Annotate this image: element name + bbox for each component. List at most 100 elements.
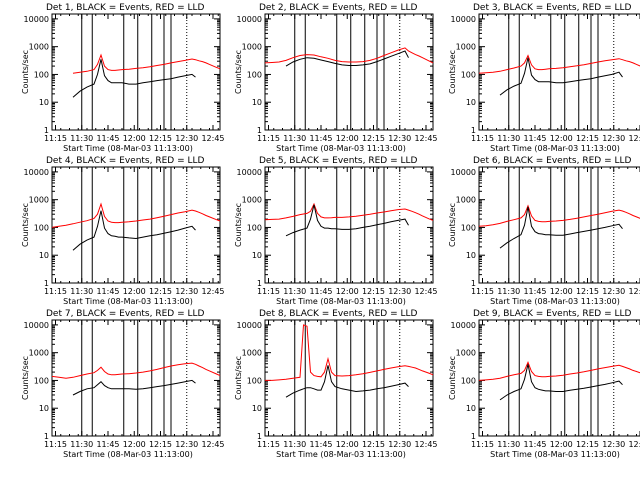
x-tick-label: 12:00 [123,440,146,449]
x-tick-label: 12:00 [550,287,573,296]
x-tick-label: 11:15 [44,287,67,296]
y-tick-label: 10 [466,404,476,413]
x-tick-label: 12:15 [576,134,599,143]
y-tick-label: 10000 [237,321,262,330]
series-events-line [285,50,409,67]
panel-det-2: Det 2, BLACK = Events, RED = LLD 1 10 100 10… [234,3,438,153]
panel-title: Det 1, BLACK = Events, RED = LLD [46,3,205,13]
x-tick-label: 12:00 [336,287,359,296]
x-tick-label: 11:15 [257,287,280,296]
x-tick-label: 12:45 [628,287,640,296]
x-tick-label: 11:30 [497,440,520,449]
x-tick-label: 11:30 [497,287,520,296]
series-events-line [499,57,623,96]
x-tick-label: 12:45 [201,440,224,449]
y-tick-label: 10000 [451,15,476,24]
y-tick-label: 100 [34,376,49,385]
x-tick-label: 12:00 [336,134,359,143]
x-tick-label: 11:30 [70,134,93,143]
series-lld-line [478,204,640,227]
panel-det-8: Det 8, BLACK = Events, RED = LLD 1 10 100 10… [234,309,438,459]
y-tick-label: 1000 [456,196,476,205]
x-tick-label: 11:45 [523,440,546,449]
series-events-line [499,364,623,401]
y-tick-label: 1000 [456,349,476,358]
panel-det-7: Det 7, BLACK = Events, RED = LLD 1 10 100 10… [21,309,225,459]
y-axis-label: Counts/sec [234,50,243,94]
x-tick-label: 11:30 [283,287,306,296]
x-tick-label: 11:30 [70,440,93,449]
series-lld-line [264,202,434,221]
x-tick-label: 12:30 [602,134,625,143]
x-tick-label: 12:30 [388,134,411,143]
x-tick-label: 12:45 [414,287,437,296]
y-tick-label: 10 [252,251,262,260]
x-tick-label: 12:15 [576,287,599,296]
x-tick-label: 12:45 [414,134,437,143]
y-tick-label: 1 [257,126,262,135]
y-tick-label: 1000 [29,196,49,205]
x-axis-label: Start Time (08-Mar-03 11:13:00) [63,450,193,459]
y-tick-label: 1 [44,432,49,441]
y-axis-label: Counts/sec [234,356,243,400]
panel-title: Det 5, BLACK = Events, RED = LLD [259,156,418,166]
y-tick-label: 1000 [29,349,49,358]
y-tick-label: 1 [44,126,49,135]
y-tick-label: 1 [257,279,262,288]
y-tick-label: 1 [471,126,476,135]
y-tick-label: 1 [44,279,49,288]
y-tick-label: 10000 [451,168,476,177]
x-tick-label: 11:15 [471,134,494,143]
x-tick-label: 12:30 [175,134,198,143]
y-axis-label: Counts/sec [234,203,243,247]
y-tick-label: 1 [257,432,262,441]
y-tick-label: 10 [39,251,49,260]
y-tick-label: 10 [466,251,476,260]
x-tick-label: 11:30 [497,134,520,143]
series-lld-line [478,54,640,74]
x-tick-label: 12:00 [550,440,573,449]
series-events-line [499,206,623,249]
x-axis-label: Start Time (08-Mar-03 11:13:00) [490,450,620,459]
y-tick-label: 1000 [242,349,262,358]
panel-title: Det 4, BLACK = Events, RED = LLD [46,156,205,166]
series-lld-line [51,362,221,379]
y-tick-label: 10 [39,404,49,413]
x-tick-label: 12:30 [175,440,198,449]
x-tick-label: 12:30 [602,440,625,449]
y-axis-label: Counts/sec [448,356,457,400]
series-events-line [285,365,409,398]
x-tick-label: 11:45 [309,134,332,143]
x-tick-label: 11:45 [96,440,119,449]
y-tick-label: 1000 [242,43,262,52]
series-lld-line [265,324,434,381]
panel-det-5: Det 5, BLACK = Events, RED = LLD 1 10 100 10… [234,156,438,306]
y-tick-label: 100 [247,376,262,385]
x-tick-label: 12:45 [201,287,224,296]
x-tick-label: 12:30 [388,440,411,449]
plot-frame [264,13,434,131]
x-tick-label: 11:30 [283,440,306,449]
x-tick-label: 12:00 [123,287,146,296]
x-tick-label: 11:15 [471,440,494,449]
x-tick-label: 11:30 [70,287,93,296]
x-tick-label: 12:45 [201,134,224,143]
y-tick-label: 100 [34,223,49,232]
x-axis-label: Start Time (08-Mar-03 11:13:00) [490,297,620,306]
panel-title: Det 8, BLACK = Events, RED = LLD [259,309,418,319]
x-axis-label: Start Time (08-Mar-03 11:13:00) [63,297,193,306]
y-axis-label: Counts/sec [21,203,30,247]
x-tick-label: 12:00 [123,134,146,143]
plot-frame [478,319,640,437]
y-tick-label: 10 [39,98,49,107]
series-lld-line [51,202,221,228]
x-axis-label: Start Time (08-Mar-03 11:13:00) [63,144,193,153]
y-tick-label: 10000 [24,15,49,24]
panel-det-4: Det 4, BLACK = Events, RED = LLD 1 10 100 10… [21,156,225,306]
y-tick-label: 100 [247,70,262,79]
series-lld-line [478,360,640,381]
y-tick-label: 100 [247,223,262,232]
y-tick-label: 10000 [237,168,262,177]
series-events-line [72,59,196,98]
